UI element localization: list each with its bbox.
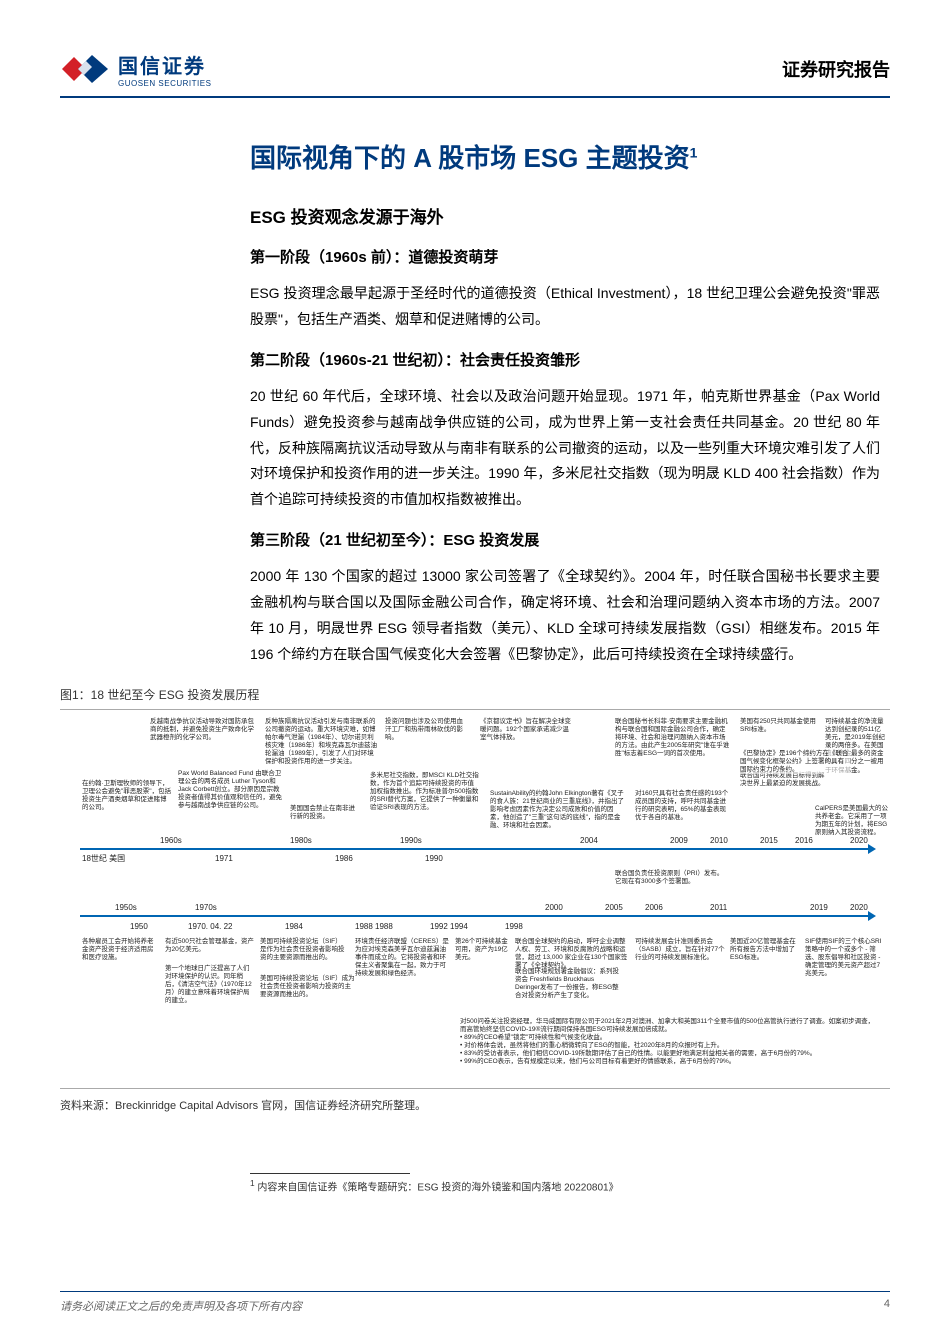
company-name-en: GUOSEN SECURITIES: [118, 79, 211, 88]
tl-note: 反越南战争抗议活动导致对国防承包商的抵制，并避免投资生产致命化学武器橙剂的化学公…: [150, 718, 260, 742]
tl-year: 1970s: [195, 903, 217, 913]
tl-note: 联合国秘书长科菲·安南要求主要金融机构与联合国和国际金融公司合作，确定将环境、社…: [615, 718, 730, 759]
tl-note: 环境责任经济联盟（CERES）是为应对埃克森美孚瓦尔迪兹漏油事件而成立的。它将投…: [355, 938, 450, 979]
tl-note: 投资问题也涉及公司使用血汗工厂和热带雨林砍伐的影响。: [385, 718, 465, 742]
footnote: 1 内容来自国信证券《策略专题研究：ESG 投资的海外镜鉴和国内落地 20220…: [250, 1178, 880, 1193]
page-header: 国信证券 GUOSEN SECURITIES 证券研究报告: [60, 50, 890, 98]
tl-note: 第一个地球日广泛提高了人们对环境保护的认识。同年稍后，《清洁空气法》（1970年…: [165, 965, 255, 1006]
timeline-figure: 1960s 1980s 1990s 2004 2009 2010 2015 20…: [60, 709, 890, 1089]
tl-year: 2015: [760, 836, 778, 846]
tl-bottom-block: 对500问卷关注投资经理，华马威国际有限公司于2021年2月对澳洲、加拿大和英国…: [460, 1018, 880, 1067]
tl-note: SIF使用SIF的三个核心SRI策略中的一个或多个 - 筛选、股东倡导和社区投资…: [805, 938, 885, 979]
tl-year: 1984: [285, 922, 303, 932]
main-content: 国际视角下的 A 股市场 ESG 主题投资1 ESG 投资观念发源于海外 第一阶…: [250, 138, 880, 1193]
tl-year: 1988 1988: [355, 922, 393, 932]
tl-note: 美国有250只共同基金使用SRI标准。: [740, 718, 820, 734]
footer-disclaimer: 请务必阅读正文之后的免责声明及各项下所有内容: [60, 1298, 302, 1314]
footer-rule: [60, 1291, 890, 1292]
figure-source: 资料来源：Breckinridge Capital Advisors 官网，国信…: [60, 1097, 880, 1113]
tl-note: 第26个可持续基金可用，资产为19亿美元。: [455, 938, 510, 962]
tl-year: 2020: [850, 836, 868, 846]
tl-year: 1986: [335, 854, 353, 864]
tl-note: 反种族隔离抗议活动引发与南非联系的公司撤资的运动。重大环境灾难，如博帕尔毒气泄漏…: [265, 718, 380, 767]
tl-note: 对160只具有社会责任感的193个成员国的支持，呼吁共同基金进行的研究表明，65…: [635, 790, 730, 823]
footnote-rule: [250, 1173, 410, 1174]
tl-note: 美国国会禁止在南非进行新的投资。: [290, 805, 360, 821]
figure-caption: 图1：18 世纪至今 ESG 投资发展历程: [60, 686, 880, 703]
paragraph-1: ESG 投资理念最早起源于圣经时代的道德投资（Ethical Investmen…: [250, 281, 880, 333]
tl-year: 2000: [545, 903, 563, 913]
tl-year: 1950s: [115, 903, 137, 913]
tl-year: 2004: [580, 836, 598, 846]
tl-year: 1990: [425, 854, 443, 864]
tl-note: 联合国环境规划署金融倡议：系列投资会 Freshfields Bruckhaus…: [515, 968, 620, 1001]
subsection-heading-2: 第二阶段（1960s-21 世纪初）：社会责任投资雏形: [250, 349, 880, 370]
tl-year: 1950: [130, 922, 148, 932]
tl-note: 联合国负责任投资原则（PRI）发布。它现在有3000多个签署国。: [615, 870, 725, 886]
tl-year: 2009: [670, 836, 688, 846]
company-name-cn: 国信证券: [118, 50, 211, 79]
paragraph-3: 2000 年 130 个国家的超过 13000 家公司签署了《全球契约》。200…: [250, 564, 880, 668]
tl-year: 1992 1994: [430, 922, 468, 932]
tl-year: 1980s: [290, 836, 312, 846]
tl-year: 2020: [850, 903, 868, 913]
tl-year: 1971: [215, 854, 233, 864]
tl-year: 2006: [645, 903, 663, 913]
tl-note: 联合国全球契约的启动，呼吁企业调整人权、劳工、环境和反腐败的战略和运营，超过 1…: [515, 938, 630, 971]
page-title: 国际视角下的 A 股市场 ESG 主题投资1: [250, 138, 880, 175]
logo-mark-icon: [60, 51, 110, 87]
company-logo: 国信证券 GUOSEN SECURITIES: [60, 50, 211, 88]
tl-note: 《巴黎协定》是196个缔约方在《联合国气候变化框架公约》上签署的具有国际约束力的…: [740, 750, 850, 774]
tl-year: 1960s: [160, 836, 182, 846]
tl-note: Pax World Balanced Fund 由联合卫理公会的两名成员 Lut…: [178, 770, 283, 811]
footnote-text: 内容来自国信证券《策略专题研究：ESG 投资的海外镜鉴和国内落地 2022080…: [257, 1182, 618, 1193]
tl-year: 1998: [505, 922, 523, 932]
tl-note: 可持续发展会计准则委员会（SASB）成立，旨在针对77个行业的可持续发展标准化。: [635, 938, 725, 962]
tl-year: 1970. 04. 22: [188, 922, 232, 932]
tl-year: 18世纪 美国: [82, 854, 125, 864]
tl-note: 美国可持续投资论坛（SIF）成为社会责任投资者影响力投资的主要资源而推出的。: [260, 975, 355, 999]
tl-note: 美国近20亿管理基金在所有报告方法中增加了ESG标准。: [730, 938, 800, 962]
tl-year: 2010: [710, 836, 728, 846]
tl-note: 各种雇员工会开始将养老金资产投资于经济适用房和医疗设施。: [82, 938, 157, 962]
tl-note: 在约翰·卫斯理牧师的领导下，卫理公会避免"罪恶股票"，包括投资生产酒类烟草和促进…: [82, 780, 172, 813]
paragraph-2: 20 世纪 60 年代后，全球环境、社会以及政治问题开始显现。1971 年，帕克…: [250, 384, 880, 513]
footnote-mark: 1: [250, 1178, 255, 1188]
tl-year: 2016: [795, 836, 813, 846]
page-number: 4: [884, 1298, 890, 1314]
tl-note: SustainAbility的约翰John Elkington著有《叉子的食人族…: [490, 790, 625, 831]
title-footnote-ref: 1: [690, 144, 698, 160]
section-heading: ESG 投资观念发源于海外: [250, 203, 880, 228]
tl-note: 《京都议定书》旨在解决全球变暖问题。192个国家承诺减少温室气体排放。: [480, 718, 575, 742]
tl-note: CalPERS是美国最大的公共养老金。它采用了一项为期五年的计划，将ESG原则纳…: [815, 805, 890, 838]
subsection-heading-1: 第一阶段（1960s 前）：道德投资萌芽: [250, 246, 880, 267]
tl-year: 2019: [810, 903, 828, 913]
tl-note: 联合国可持续发展目标得到解决世界上最紧迫的发展挑战。: [740, 772, 825, 788]
tl-year: 1990s: [400, 836, 422, 846]
title-text: 国际视角下的 A 股市场 ESG 主题投资: [250, 143, 690, 173]
tl-year: 2011: [710, 903, 727, 913]
tl-note: 有近500只社会管理基金，资产为20亿美元。: [165, 938, 255, 954]
tl-year: 2005: [605, 903, 623, 913]
document-type: 证券研究报告: [782, 56, 890, 82]
tl-note: 多米尼社交指数，即MSCI KLD社交指数，作为首个追踪可持续投资的市值加权指数…: [370, 772, 480, 813]
subsection-heading-3: 第三阶段（21 世纪初至今）：ESG 投资发展: [250, 529, 880, 550]
tl-note: 美国可持续投资论坛（SIF）是作为社会责任投资者影响投资的主要资源而推出的。: [260, 938, 345, 962]
page-footer: 请务必阅读正文之后的免责声明及各项下所有内容 4: [60, 1298, 890, 1314]
